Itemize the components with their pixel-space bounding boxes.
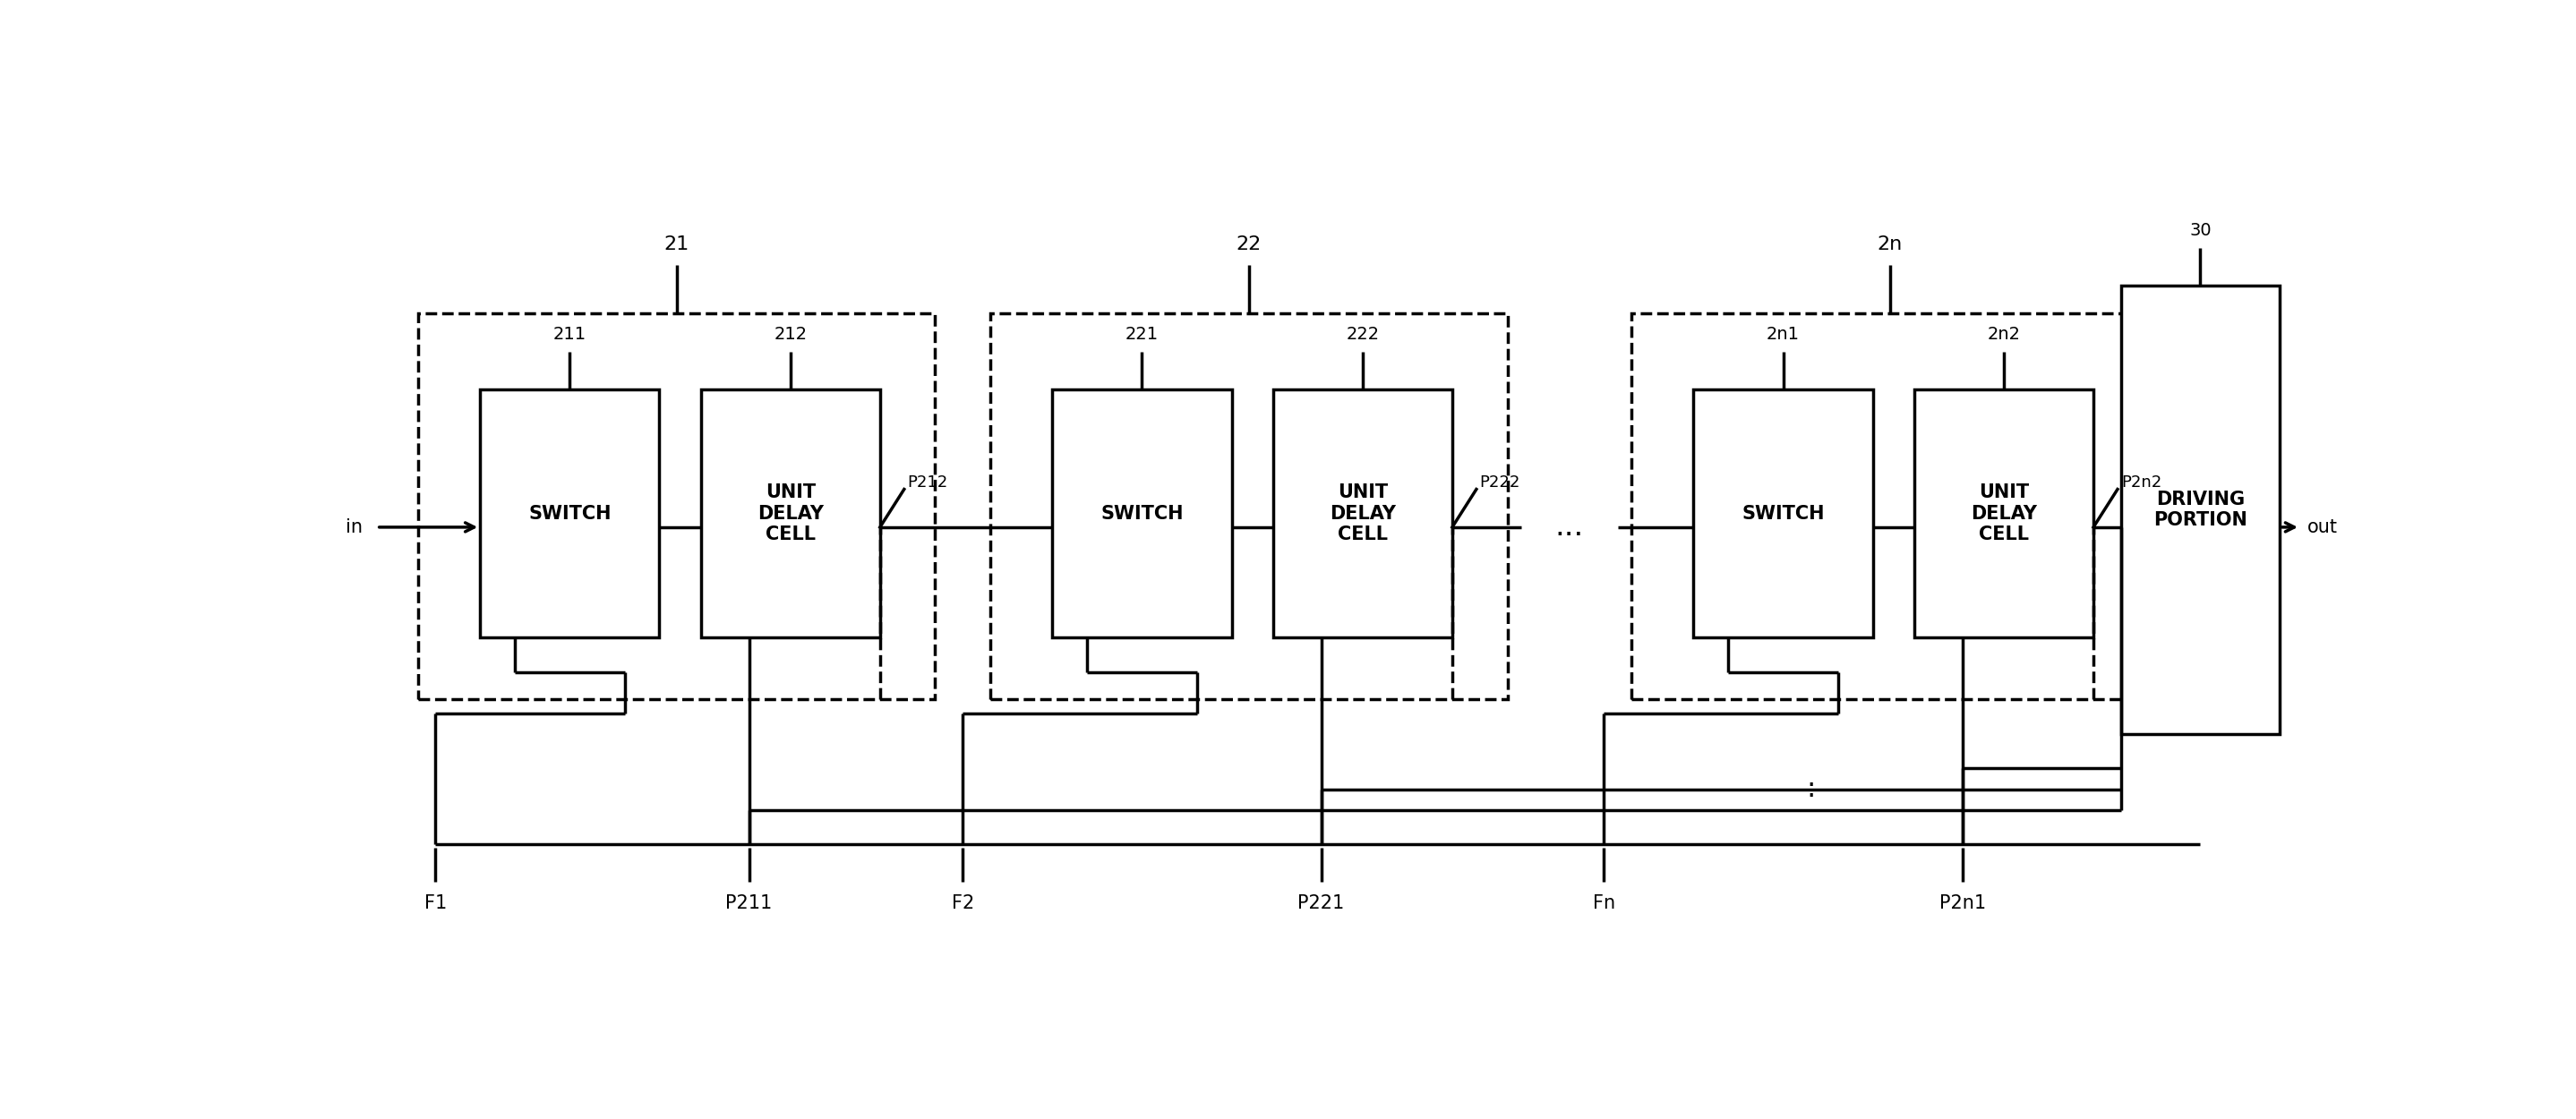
Text: P2n1: P2n1 [1940,894,1986,912]
Text: UNIT
DELAY
CELL: UNIT DELAY CELL [1329,483,1396,543]
Bar [1914,389,2094,638]
Text: :: : [1806,777,1816,802]
Text: P212: P212 [907,474,948,490]
Text: SWITCH: SWITCH [1100,505,1182,523]
Text: SWITCH: SWITCH [528,505,611,523]
Bar [1054,389,1231,638]
Bar [479,389,659,638]
Bar [1273,389,1453,638]
Text: F2: F2 [951,894,974,912]
Text: 2n1: 2n1 [1767,326,1801,342]
Bar [417,313,935,699]
Text: 222: 222 [1347,326,1378,342]
Text: DRIVING
PORTION: DRIVING PORTION [2154,490,2246,529]
Text: out: out [2308,518,2336,536]
Text: P221: P221 [1298,894,1345,912]
Text: 211: 211 [554,326,587,342]
Text: 21: 21 [665,236,690,254]
Bar [989,313,1507,699]
Text: ...: ... [1556,513,1584,542]
Text: P2n2: P2n2 [2120,474,2161,490]
Text: 22: 22 [1236,236,1262,254]
Text: UNIT
DELAY
CELL: UNIT DELAY CELL [1971,483,2038,543]
Bar [1692,389,1873,638]
Text: 212: 212 [773,326,806,342]
Text: 221: 221 [1126,326,1159,342]
Bar [1631,313,2148,699]
Text: Fn: Fn [1592,894,1615,912]
Text: P222: P222 [1479,474,1520,490]
Text: F1: F1 [425,894,446,912]
Bar [701,389,881,638]
Text: 2n: 2n [1878,236,1904,254]
Text: 30: 30 [2190,223,2210,239]
Text: SWITCH: SWITCH [1741,505,1824,523]
Bar [2120,286,2280,734]
Text: 2n2: 2n2 [1986,326,2020,342]
Text: in: in [345,518,363,536]
Text: UNIT
DELAY
CELL: UNIT DELAY CELL [757,483,824,543]
Text: P211: P211 [726,894,773,912]
